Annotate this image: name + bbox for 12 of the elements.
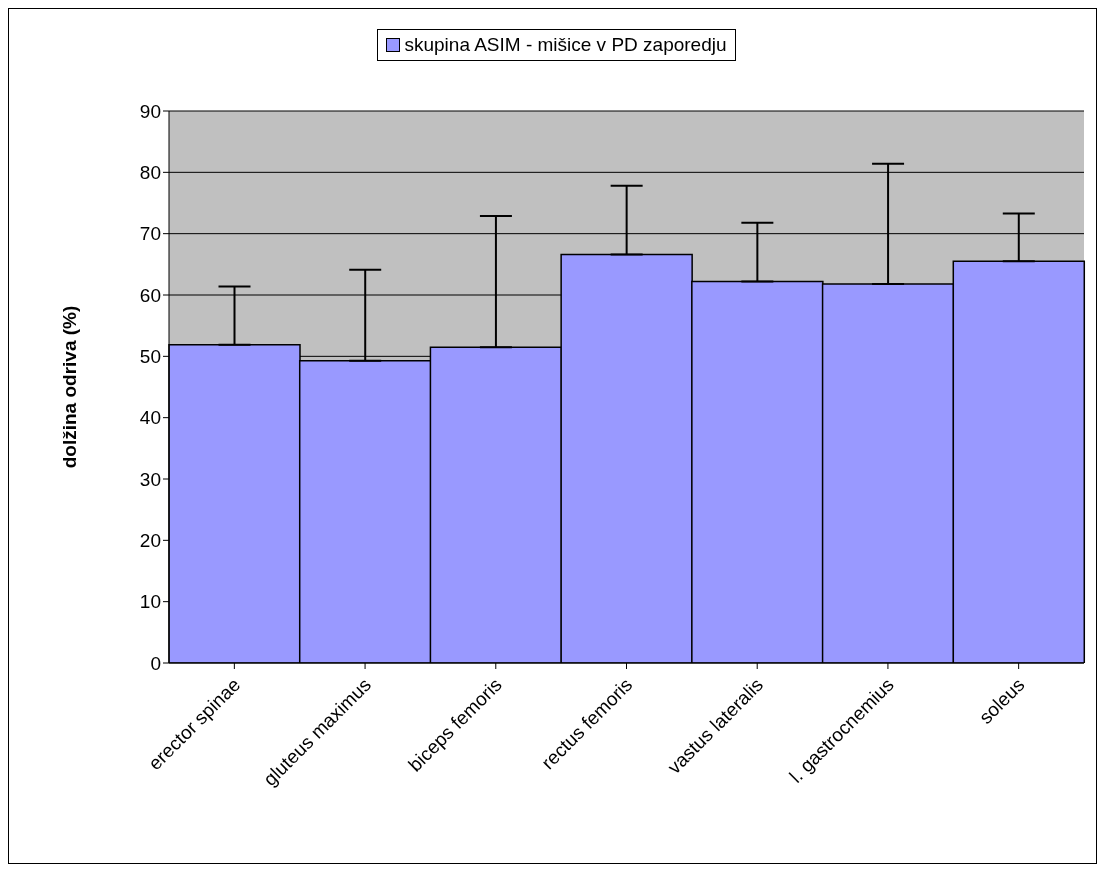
y-tick-label: 40 [139,407,161,429]
y-tick-label: 70 [139,223,161,245]
y-tick-label: 30 [139,468,161,490]
y-tick-label: 0 [150,652,161,674]
y-tick-label: 20 [139,530,161,552]
y-tick-label: 90 [139,100,161,122]
y-tick-label: 50 [139,346,161,368]
y-tick-label: 10 [139,591,161,613]
y-tick-label: 80 [139,162,161,184]
y-axis-title: dolžina odriva (%) [58,305,80,469]
y-tick-label: 60 [139,284,161,306]
legend-label: skupina ASIM - mišice v PD zaporedju [404,34,727,56]
